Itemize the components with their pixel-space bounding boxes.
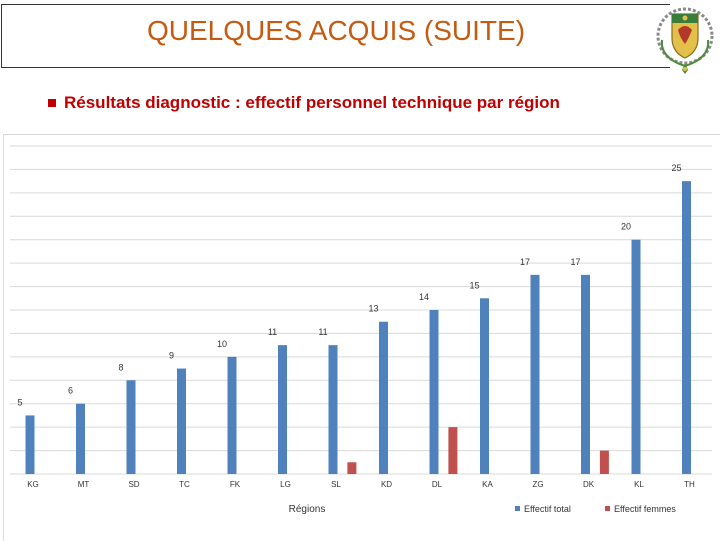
x-tick-label-TC: TC (179, 480, 190, 489)
x-tick-label-DL: DL (432, 480, 443, 489)
value-label-KL: 20 (621, 222, 631, 232)
bar-total-FK (227, 356, 237, 474)
value-label-KG: 5 (17, 397, 22, 407)
bar-femmes-DK (599, 450, 609, 474)
x-tick-label-KD: KD (381, 480, 392, 489)
value-labels: 5 6 8 9 10 11 11 13 14 15 17 17 20 25 (17, 163, 681, 407)
value-label-SL: 11 (318, 327, 327, 337)
x-tick-labels: KG MT SD TC FK LG SL KD DL KA ZG DK KL TH (27, 480, 695, 489)
bar-total-KG (25, 415, 35, 474)
title-box: QUELQUES ACQUIS (SUITE) (1, 4, 670, 68)
bar-total-TH (682, 181, 691, 474)
value-label-LG: 11 (268, 327, 277, 337)
legend-swatch-femmes (605, 506, 610, 511)
x-tick-label-KG: KG (27, 480, 39, 489)
value-label-MT: 6 (68, 386, 73, 396)
bar-total-ZG (530, 274, 540, 474)
bar-total-DK (581, 274, 590, 474)
value-label-TH: 25 (671, 163, 681, 173)
bar-total-TC (177, 368, 186, 474)
bar-total-DL (429, 310, 439, 474)
value-label-KD: 13 (368, 304, 378, 314)
bar-total-SL (328, 345, 338, 474)
chart-frame (3, 134, 720, 541)
value-label-FK: 10 (217, 339, 227, 349)
legend: Effectif total Effectif femmes (515, 504, 676, 514)
x-tick-label-FK: FK (230, 480, 241, 489)
legend-swatch-total (515, 506, 520, 511)
x-tick-label-TH: TH (684, 480, 695, 489)
legend-label-total: Effectif total (524, 504, 571, 514)
value-label-KA: 15 (469, 280, 479, 290)
bar-femmes-DL (448, 427, 458, 474)
x-tick-label-MT: MT (78, 480, 90, 489)
bar-femmes-SL (347, 462, 357, 474)
x-tick-label-KA: KA (482, 480, 493, 489)
bar-total-SD (126, 380, 136, 474)
legend-label-femmes: Effectif femmes (614, 504, 676, 514)
bar-total-KL (631, 239, 641, 474)
value-label-SD: 8 (118, 362, 123, 372)
chart-subtitle: Résultats diagnostic : effectif personne… (48, 93, 560, 113)
bars (25, 181, 691, 474)
chart-subtitle-text: Résultats diagnostic : effectif personne… (64, 93, 560, 112)
x-tick-label-SL: SL (331, 480, 341, 489)
value-label-ZG: 17 (520, 257, 530, 267)
x-tick-label-ZG: ZG (532, 480, 543, 489)
x-tick-label-SD: SD (128, 480, 139, 489)
x-tick-label-KL: KL (634, 480, 644, 489)
x-tick-label-DK: DK (583, 480, 595, 489)
bullet-icon (48, 99, 56, 107)
bar-total-KA (480, 298, 489, 474)
x-axis-label: Régions (289, 504, 326, 515)
value-label-DK: 17 (570, 257, 580, 267)
gridlines (10, 145, 712, 475)
bar-total-MT (76, 403, 85, 474)
coat-of-arms-icon (656, 7, 714, 74)
bar-total-LG (278, 345, 287, 474)
value-label-DL: 14 (419, 292, 429, 302)
bar-total-KD (379, 321, 388, 474)
page-title: QUELQUES ACQUIS (SUITE) (146, 15, 526, 46)
x-tick-label-LG: LG (280, 480, 291, 489)
value-label-TC: 9 (169, 351, 174, 361)
